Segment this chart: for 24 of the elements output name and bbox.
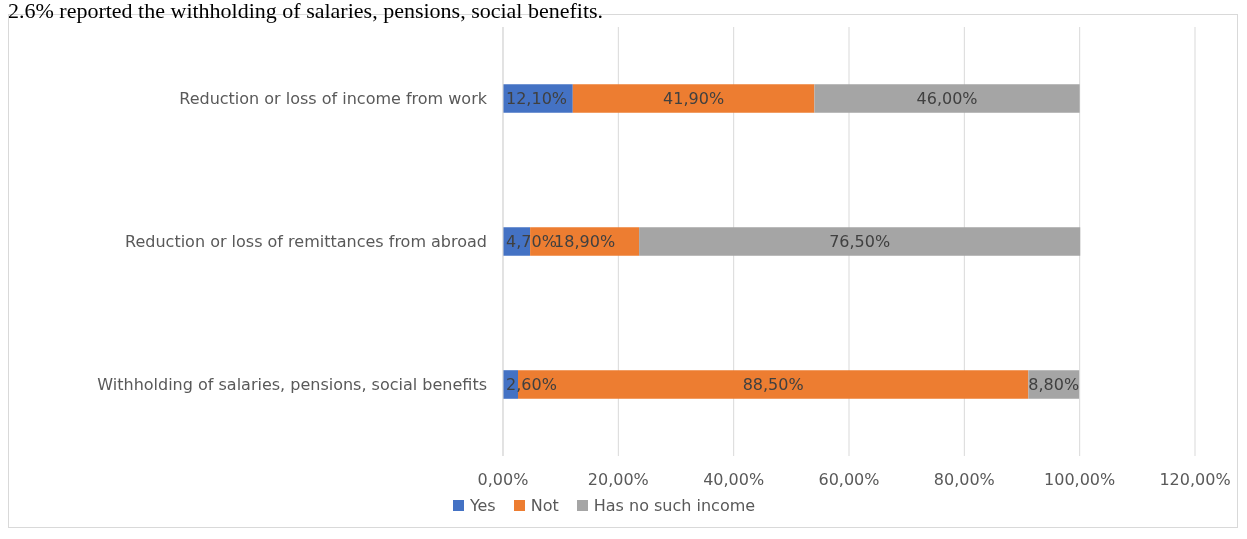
data-label: 12,10%	[506, 89, 568, 109]
data-label: 41,90%	[663, 89, 725, 109]
x-tick-label: 0,00%	[477, 470, 529, 490]
y-tick-label: Reduction or loss of income from work	[179, 89, 488, 109]
x-tick-label: 20,00%	[587, 470, 649, 490]
data-label: 76,50%	[829, 232, 891, 252]
bar	[639, 227, 1081, 256]
y-tick-label: Reduction or loss of remittances from abroad	[125, 232, 487, 252]
x-tick-label: 120,00%	[1159, 470, 1231, 490]
text: 2.6% reported the withholding of salaries, pensions, social benefits.	[8, 0, 605, 23]
legend-label: Yes	[468, 496, 496, 515]
x-tick-label: 80,00%	[933, 470, 995, 490]
bar	[814, 84, 1080, 113]
x-tick-label: 60,00%	[818, 470, 880, 490]
data-label: 46,00%	[916, 89, 978, 109]
legend-label: Not	[529, 496, 559, 515]
y-tick-label: Withholding of salaries, pensions, social benefits	[97, 375, 487, 395]
data-label: 18,90%	[554, 232, 616, 252]
data-label: 88,50%	[742, 375, 804, 395]
bar	[572, 84, 815, 113]
data-label: 8,80%	[1028, 375, 1080, 395]
x-tick-label: 40,00%	[703, 470, 765, 490]
x-tick-label: 100,00%	[1044, 470, 1116, 490]
legend-label: Has no such income	[592, 496, 756, 515]
